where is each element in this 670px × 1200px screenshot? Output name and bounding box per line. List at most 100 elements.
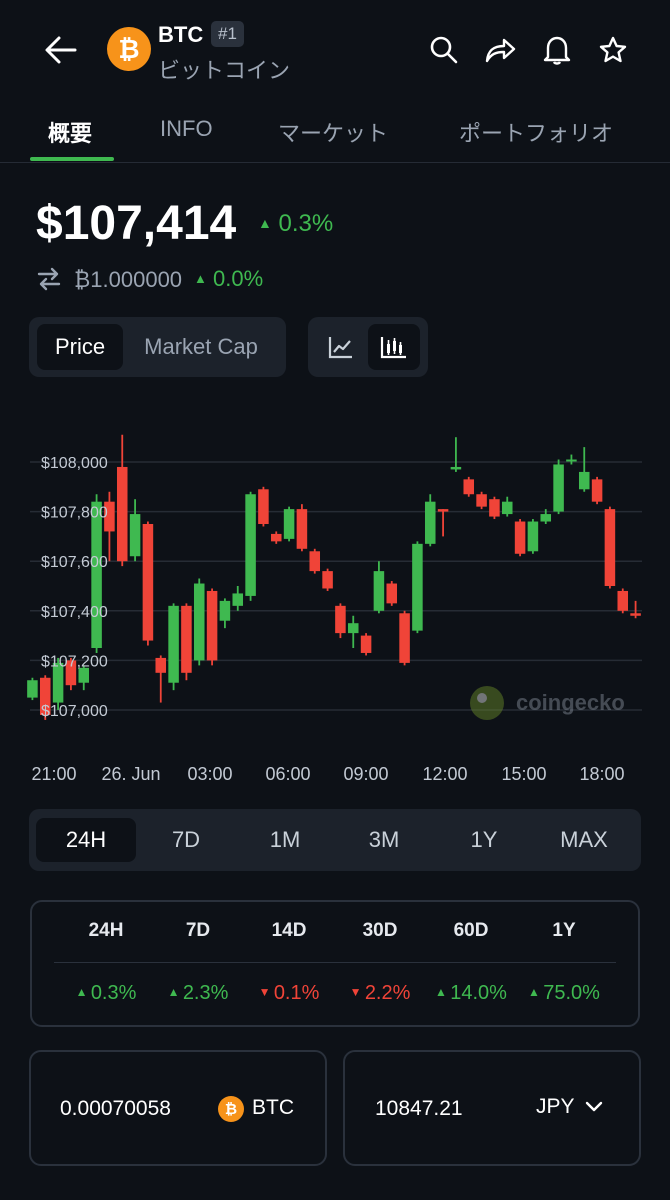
candle [412, 541, 423, 634]
candle-body [39, 677, 51, 715]
candle-body [283, 509, 295, 539]
candle-body [322, 571, 333, 589]
range-1y[interactable]: 1Y [470, 827, 498, 852]
candle [501, 496, 513, 517]
candle [399, 610, 410, 666]
candle-body [540, 514, 552, 522]
range-7d[interactable]: 7D [171, 827, 201, 852]
star-icon [599, 36, 627, 63]
performance-period: 1Y [552, 920, 576, 941]
caret-up-icon: ▲ [194, 271, 207, 286]
tab-overview[interactable]: 概要 [48, 121, 93, 146]
fiat-amount-box[interactable] [343, 1050, 641, 1166]
candle [604, 506, 616, 589]
favorite-button[interactable] [593, 30, 633, 70]
candle-body [245, 494, 256, 596]
btc-price-change: ▲ 0.0% [194, 266, 263, 292]
candle-body [514, 521, 526, 554]
candle [373, 561, 385, 614]
caret-up-icon: ▲ [528, 985, 544, 999]
candle-body [104, 501, 115, 532]
candle-body [578, 471, 590, 490]
price-chart[interactable]: coingecko $108,000 $107,800 $107,600 $107,40… [0, 420, 670, 795]
share-button[interactable] [480, 30, 520, 70]
tab-info[interactable]: INFO [160, 116, 213, 141]
performance-value: ▼ 2.2% [334, 982, 426, 1005]
candle [476, 491, 487, 510]
candle-body [399, 613, 410, 663]
x-axis-label: 12:00 [422, 764, 467, 784]
performance-table [30, 900, 640, 1027]
caret-down-icon: ▼ [349, 985, 365, 999]
x-axis-label: 06:00 [265, 764, 310, 784]
coingecko-watermark: coingecko [470, 686, 625, 720]
candle [78, 665, 90, 691]
performance-period: 7D [185, 920, 211, 941]
candle-body [219, 600, 231, 621]
candle [335, 603, 346, 639]
candle-body [489, 499, 500, 517]
candle [168, 603, 179, 691]
tab-market[interactable]: マーケット [278, 121, 389, 146]
candle-body [155, 657, 167, 673]
coin-code: BTC [252, 1096, 294, 1119]
line-chart-icon [328, 337, 352, 359]
candle-body [373, 571, 385, 611]
back-button[interactable] [36, 28, 84, 72]
coin-amount-box[interactable] [29, 1050, 327, 1166]
candle-body [309, 551, 321, 572]
x-axis-label: 21:00 [31, 764, 76, 784]
y-axis-label: $107,600 [41, 554, 108, 571]
performance-percent: 0.1% [273, 982, 320, 1004]
candle [463, 476, 475, 497]
performance-period: 24H [88, 920, 124, 941]
tab-portfolio[interactable]: ポートフォリオ [459, 121, 614, 146]
watermark-text: coingecko [516, 690, 625, 715]
candle-body [553, 464, 564, 512]
currency-code: JPY [536, 1095, 575, 1118]
performance-period: 14D [271, 920, 307, 941]
price-toggle[interactable]: Price [37, 324, 123, 370]
alert-button[interactable] [537, 30, 577, 70]
share-icon [485, 38, 516, 63]
candle [155, 655, 167, 703]
candle [591, 476, 603, 505]
candle [91, 494, 102, 653]
currency-select[interactable]: JPY [536, 1095, 603, 1119]
candle [181, 603, 192, 681]
performance-value: ▲ 2.3% [152, 982, 244, 1005]
candle-body [116, 466, 128, 562]
candle-body [604, 509, 616, 586]
caret-up-icon: ▲ [75, 985, 91, 999]
candle-body [476, 494, 487, 507]
range-3m[interactable]: 3M [368, 827, 400, 852]
coin-amount-value[interactable]: 0.00070058 [60, 1097, 171, 1120]
tab-divider [0, 162, 670, 163]
candle-body [463, 479, 475, 495]
candle-body [347, 623, 359, 634]
candle [322, 568, 333, 591]
y-axis-label: $107,400 [41, 604, 108, 621]
candle-body [181, 605, 192, 673]
candle [450, 437, 462, 472]
x-axis-label: 18:00 [579, 764, 624, 784]
market-cap-toggle[interactable]: Market Cap [144, 334, 258, 359]
candle-body [91, 501, 102, 648]
x-axis-label: 26. Jun [101, 764, 160, 784]
fiat-amount-value[interactable]: 10847.21 [375, 1097, 463, 1120]
line-chart-button[interactable] [318, 324, 364, 370]
search-button[interactable] [424, 30, 464, 70]
candlestick-button[interactable] [368, 324, 420, 370]
candle-body [437, 509, 449, 512]
candle [245, 491, 256, 601]
range-max[interactable]: MAX [560, 827, 608, 852]
range-1m[interactable]: 1M [269, 827, 301, 852]
candle [489, 496, 500, 520]
candle [527, 519, 539, 554]
swap-icon [36, 266, 62, 297]
range-24h[interactable]: 24H [36, 818, 136, 862]
btc-price: ₿1.000000 [74, 267, 183, 292]
performance-value: ▲ 75.0% [518, 982, 610, 1005]
candle [129, 499, 141, 562]
performance-value: ▼ 0.1% [243, 982, 335, 1005]
